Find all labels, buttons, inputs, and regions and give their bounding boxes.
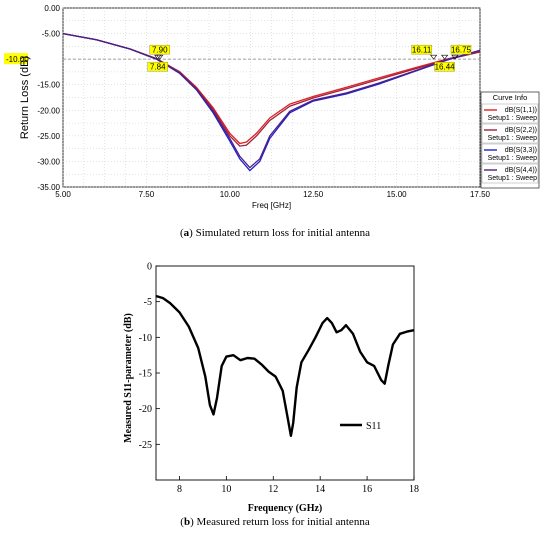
x-tick-label: 10: [221, 484, 231, 495]
marker-label-bg: [434, 61, 455, 72]
marker-triangle: [430, 54, 438, 60]
legend-entry-4: dB(S(4,4))Setup1 : Sweep: [481, 163, 539, 184]
x-tick-label: 8: [177, 484, 182, 495]
reference-line-label: -10.00: [4, 53, 29, 65]
x-tick-label: 17.50: [470, 190, 491, 199]
marker-label: 16.44: [435, 63, 456, 72]
simulated-return-loss-chart: 5.00 7.50 10.00 12.50 15.00 17.50 0.00 -5.00 -15…: [4, 4, 540, 210]
marker-2: 7.84: [147, 54, 168, 72]
marker-triangle: [441, 54, 449, 60]
legend-entry-name: dB(S(2,2)): [505, 127, 537, 134]
marker-label: 16.75: [451, 46, 472, 55]
y-tick-label: -35.00: [37, 183, 60, 192]
caption-b: (b) Measured return loss for initial ant…: [180, 516, 370, 528]
legend-entry-box: [481, 143, 539, 164]
x-tick-label: 7.50: [139, 190, 155, 199]
legend-entry-box: [481, 123, 539, 144]
legend-entry-box: [481, 103, 539, 124]
y-tick-label: -20: [139, 404, 152, 415]
marker-5: 16.44: [434, 54, 456, 72]
caption-b-letter: b: [183, 516, 191, 528]
marker-triangle: [154, 54, 162, 60]
marker-label-bg: [450, 44, 472, 55]
x-axis-label: Frequency (GHz): [248, 503, 323, 514]
measured-s11-chart: 8 10 12 14 16 18 0 -5 -10 -15 -20 -25 S11 Frequency (…: [123, 262, 419, 515]
caption-a-letter: a: [183, 227, 190, 239]
legend-entry-2: dB(S(2,2))Setup1 : Sweep: [481, 123, 539, 144]
caption-b-text: Measured return loss for initial antenna: [196, 516, 370, 528]
y-tick-label: -5.00: [42, 30, 61, 39]
y-tick-label: 0: [147, 262, 152, 273]
legend-entry-name: dB(S(1,1)): [505, 107, 537, 114]
legend: S11: [340, 421, 381, 432]
y-tick-label: -5: [144, 297, 152, 308]
legend-title: Curve Info: [493, 93, 528, 102]
y-axis-label: Return Loss (dB): [19, 56, 31, 139]
reference-label-bg: [4, 53, 28, 65]
y-tick-label: -15.00: [37, 81, 60, 90]
marker-label: 7.84: [150, 63, 166, 72]
legend-entry-name: dB(S(3,3)): [505, 147, 537, 154]
y-tick-label: -30.00: [37, 157, 60, 166]
plot-area: [155, 265, 415, 481]
marker-triangle: [451, 54, 459, 60]
y-tick-label: 0.00: [44, 4, 60, 13]
caption-a-text: Simulated return loss for initial antenn…: [195, 227, 371, 239]
x-tick-label: 10.00: [220, 190, 241, 199]
x-tick-label: 15.00: [387, 190, 408, 199]
marker-4: 16.75: [450, 44, 472, 60]
y-tick-label: -25.00: [37, 132, 60, 141]
reference-label-text: -10.00: [6, 55, 29, 64]
legend-entry-3: dB(S(3,3))Setup1 : Sweep: [481, 143, 539, 164]
legend-entry-setup: Setup1 : Sweep: [488, 155, 538, 162]
marker-3: 16.11: [411, 44, 438, 60]
y-axis-label: Measured S11-parameter (dB): [123, 313, 134, 443]
x-tick-label: 12.50: [303, 190, 324, 199]
series-line-4: [62, 32, 481, 169]
x-tick-label: 12: [268, 484, 278, 495]
legend-entry-name: dB(S(4,4)): [505, 167, 537, 174]
x-tick-label: 18: [409, 484, 419, 495]
legend-entry-1: dB(S(1,1))Setup1 : Sweep: [481, 103, 539, 124]
legend-entry-setup: Setup1 : Sweep: [488, 175, 538, 182]
legend-entry-setup: Setup1 : Sweep: [488, 115, 538, 122]
x-tick-label: 16: [362, 484, 372, 495]
marker-label-bg: [411, 44, 432, 55]
caption-a: (a) Simulated return loss for initial an…: [179, 227, 371, 239]
marker-label-bg: [149, 44, 170, 55]
y-tick-label: -25: [139, 440, 152, 451]
legend-entry-setup: Setup1 : Sweep: [488, 135, 538, 142]
x-tick-label: 5.00: [55, 190, 71, 199]
y-tick-label: -15: [139, 369, 152, 380]
legend-entry-name: S11: [366, 421, 381, 432]
marker-label: 7.90: [152, 46, 168, 55]
x-tick-label: 14: [315, 484, 325, 495]
series-line-s11: [155, 294, 415, 438]
x-axis-label: Freq [GHz]: [252, 201, 291, 210]
marker-label-bg: [147, 61, 168, 72]
y-tick-label: -10: [139, 333, 152, 344]
marker-label: 16.11: [412, 46, 432, 55]
legend-entry-box: [481, 163, 539, 184]
y-tick-label: -20.00: [37, 106, 60, 115]
